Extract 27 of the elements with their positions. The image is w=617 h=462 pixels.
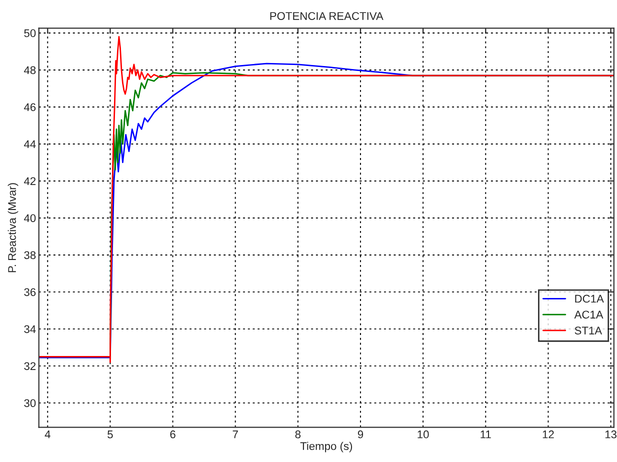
x-tick-label: 4 [44, 430, 50, 438]
y-tick-label: 46 [24, 103, 36, 112]
x-tick-label: 13 [605, 430, 616, 438]
y-tick-label: 50 [24, 29, 36, 38]
y-tick-label: 38 [24, 251, 36, 260]
x-tick-label: 7 [232, 430, 238, 438]
x-tick-label: 8 [295, 430, 301, 438]
legend-label: AC1A [574, 310, 604, 319]
x-axis-title: Tiempo (s) [300, 442, 352, 452]
y-tick-label: 48 [24, 66, 36, 74]
y-tick-label: 32 [24, 362, 36, 370]
x-tick-label: 12 [542, 430, 554, 438]
legend-label: DC1A [575, 294, 604, 303]
x-tick-label: 6 [170, 430, 176, 438]
y-tick-label: 42 [24, 177, 36, 185]
x-tick-label: 11 [480, 430, 491, 438]
y-axis-title: P. Reactiva (Mvar) [8, 183, 18, 272]
y-tick-label: 34 [24, 325, 36, 334]
x-tick-label: 9 [358, 430, 364, 438]
legend-label: ST1A [574, 326, 602, 334]
y-tick-label: 36 [24, 288, 36, 296]
y-tick-label: 30 [24, 399, 36, 408]
x-tick-label: 10 [418, 430, 429, 438]
x-tick-label: 5 [108, 430, 113, 438]
y-tick-label: 40 [24, 214, 36, 222]
y-tick-label: 44 [24, 140, 36, 148]
chart-title: POTENCIA REACTIVA [270, 12, 384, 20]
